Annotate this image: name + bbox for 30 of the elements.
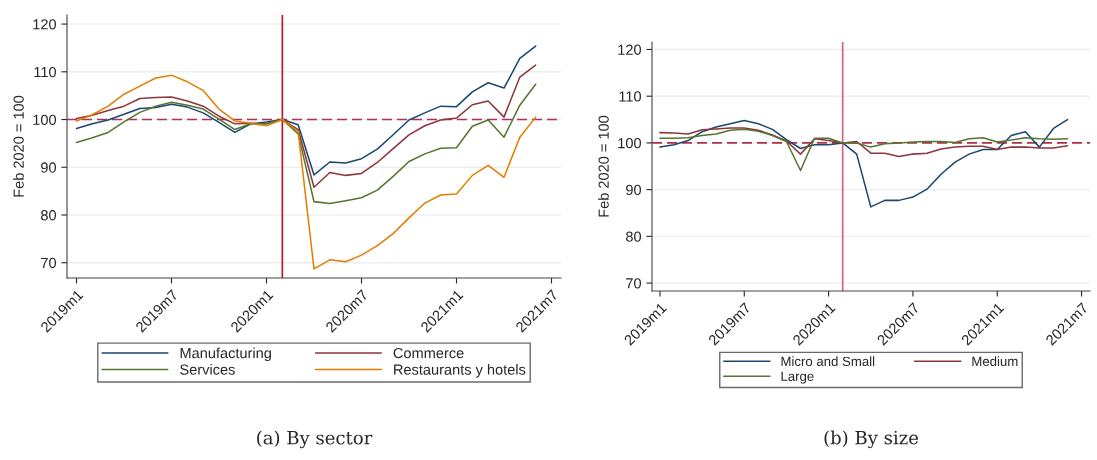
y-tick-label: 90 [626,184,642,196]
y-tick-label: 120 [33,19,57,30]
y-tick-label: 100 [618,138,642,149]
y-tick-label: 70 [41,257,57,269]
legend-label: Micro and Small [781,356,875,367]
y-tick-label: 90 [41,162,57,173]
y-tick-label: 120 [618,44,642,55]
y-tick-label: 100 [33,114,57,125]
legend-label: Restaurants y hotels [394,364,526,378]
legend-label: Commerce [393,347,464,359]
line-series [75,83,537,205]
legend-label: Services [180,364,235,375]
line-series [659,127,1069,158]
line-series [75,45,537,176]
line-series [75,74,537,270]
y-tick-label: 80 [626,231,642,242]
y-tick-label: 70 [626,278,642,289]
y-axis-title: Feb 2020 = 100 [598,115,609,217]
line-series [659,118,1069,208]
line-series [659,128,1069,172]
legend-label: Manufacturing [180,347,271,362]
line-series [75,64,537,189]
y-tick-label: 110 [619,91,642,102]
y-tick-label: 110 [34,66,57,78]
text: (a) By sector [257,430,373,449]
text: (b) By size [824,430,919,449]
legend-label: Large [781,371,814,384]
y-tick-label: 80 [41,210,57,221]
legend-label: Medium [972,356,1018,367]
y-axis-title: Feb 2020 = 100 [13,95,24,197]
